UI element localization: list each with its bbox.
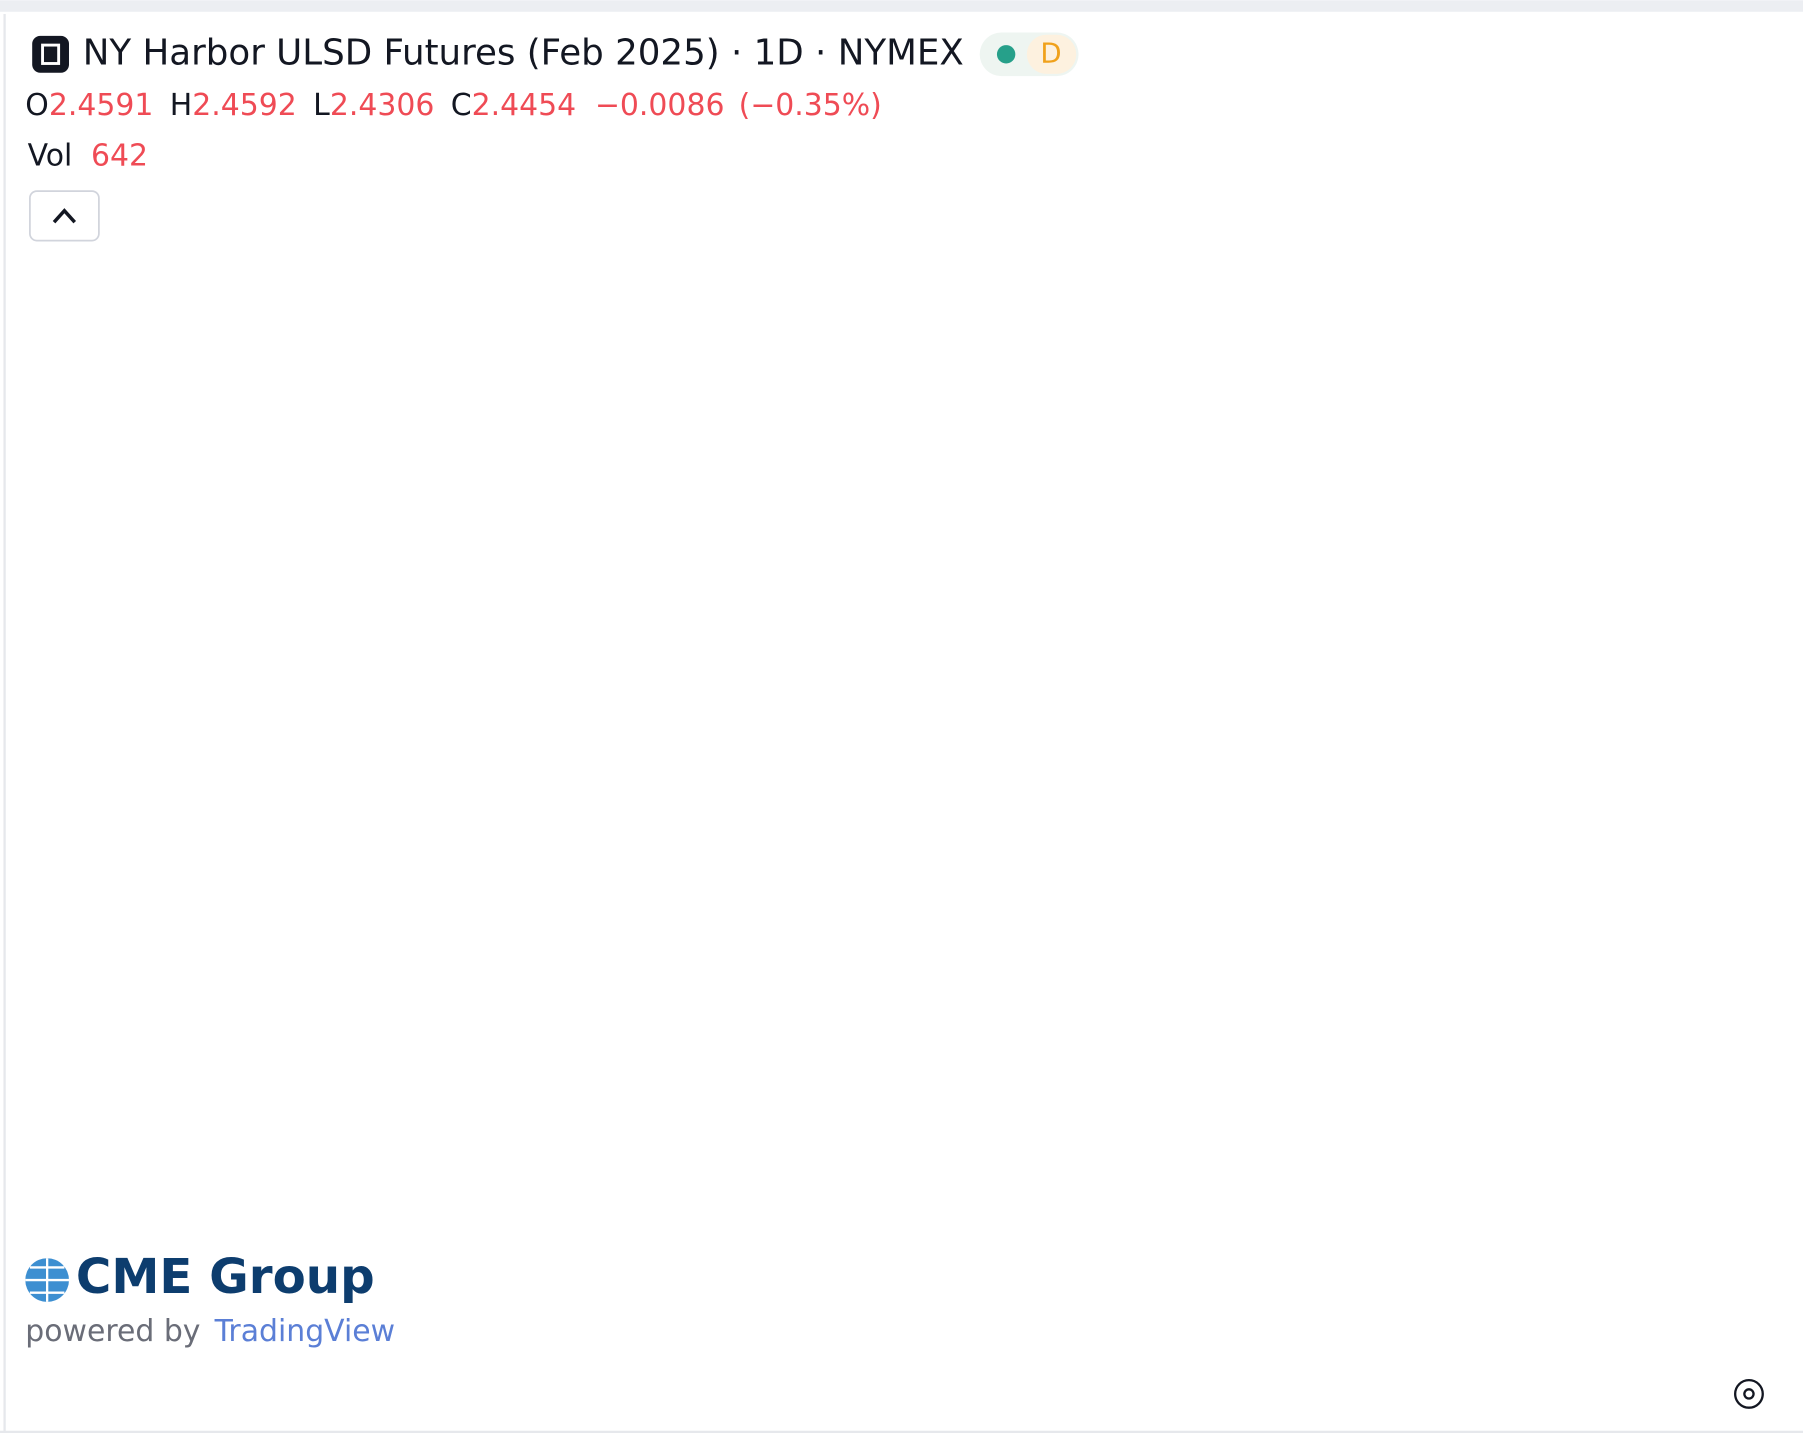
status-dot — [996, 45, 1016, 64]
ohlc-legend: O2.4591 H2.4592 L2.4306 C2.4454 −0.0086 … — [25, 88, 882, 123]
h-label: H — [170, 88, 192, 123]
h-value: 2.4592 — [192, 88, 297, 123]
badge-bg — [1026, 34, 1077, 74]
powered-by: powered by TradingView — [25, 1313, 395, 1348]
l-label: L — [313, 88, 330, 123]
vol-label: Vol — [28, 138, 73, 173]
symbol-icon — [32, 35, 69, 73]
collapse-icon — [52, 208, 77, 224]
c-label: C — [451, 88, 472, 123]
platform-text: TradingView — [214, 1313, 396, 1348]
settings-icon[interactable] — [1734, 1378, 1764, 1409]
cme-globe-lines — [25, 1258, 69, 1302]
o-label: O — [25, 88, 49, 123]
symbol-icon-mark — [41, 43, 61, 65]
cme-logo: CME Group — [76, 1249, 375, 1305]
o-value: 2.4591 — [49, 88, 154, 123]
top-strip — [0, 0, 1803, 12]
change-pct: (−0.35%) — [739, 88, 882, 123]
settings-icon-center — [1743, 1388, 1755, 1400]
l-value: 2.4306 — [330, 88, 435, 123]
c-value: 2.4454 — [472, 88, 577, 123]
vol-value: 642 — [91, 138, 148, 173]
interval-badge: D — [1040, 36, 1061, 69]
chart-title: NY Harbor ULSD Futures (Feb 2025) · 1D ·… — [83, 32, 964, 73]
powered-text: powered by — [25, 1313, 200, 1348]
volume-legend: Vol 642 — [28, 138, 148, 173]
change: −0.0086 — [595, 88, 725, 123]
collapse-button[interactable] — [29, 190, 100, 242]
